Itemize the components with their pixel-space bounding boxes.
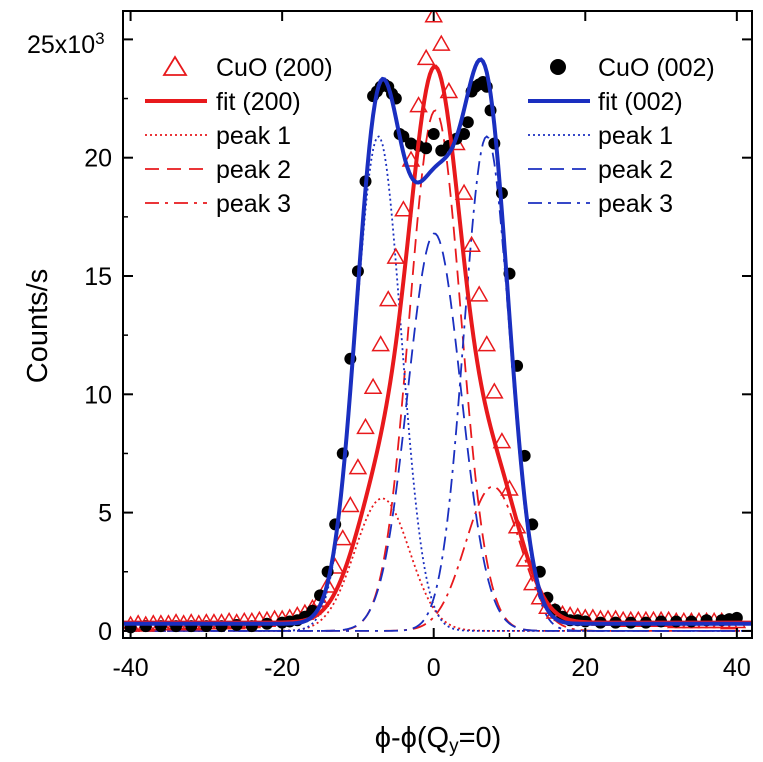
data-point-triangle xyxy=(507,517,527,534)
x-axis-title-main: ϕ-ϕ(Q xyxy=(375,722,449,754)
legend: CuO (200) fit (200) peak 1 peak 2 peak 3 CuO … xyxy=(145,54,715,218)
legend-label-left-4: peak 3 xyxy=(216,190,291,218)
data-point-triangle xyxy=(462,235,481,252)
data-point-triangle xyxy=(371,335,390,352)
x-tick-label: -20 xyxy=(264,654,300,682)
data-point-circle xyxy=(461,116,474,129)
data-point-circle xyxy=(458,128,471,141)
data-point-triangle xyxy=(416,48,436,66)
y-axis-title: Counts/s xyxy=(22,269,54,383)
y-tick-label: 5 xyxy=(98,500,112,528)
data-point-triangle xyxy=(341,495,360,513)
data-point-triangle xyxy=(431,34,451,51)
data-point-triangle xyxy=(356,417,375,435)
component-curve-002-dashed xyxy=(123,232,752,632)
x-tick-label: -40 xyxy=(113,654,149,682)
x-axis-title: ϕ-ϕ(Qy=0) xyxy=(375,722,502,757)
data-point-circle xyxy=(427,128,440,141)
x-tick-label: 0 xyxy=(427,654,441,682)
data-point-triangle xyxy=(318,576,337,593)
data-point-triangle xyxy=(477,335,497,352)
fit-curve-002 xyxy=(123,57,752,626)
y-tick-label: 10 xyxy=(84,381,112,409)
legend-label-right-4: peak 3 xyxy=(598,190,673,218)
data-point-triangle xyxy=(386,247,406,264)
data-point-triangle xyxy=(454,183,474,200)
data-point-triangle xyxy=(333,529,353,546)
axes: -40 -20 0 20 40 0 5 10 15 20 xyxy=(84,11,752,682)
legend-label-left-3: peak 2 xyxy=(216,156,291,184)
legend-label-right-0: CuO (002) xyxy=(598,54,715,82)
plot-content xyxy=(123,11,752,634)
component-curve-200-dashed xyxy=(123,109,752,632)
data-point-triangle xyxy=(363,377,383,394)
data-point-triangle xyxy=(394,200,413,217)
legend-label-right-3: peak 2 xyxy=(598,156,673,184)
legend-symbol-left-0 xyxy=(162,55,188,76)
legend-label-left-2: peak 1 xyxy=(216,122,291,150)
legend-symbol-right-0 xyxy=(550,59,566,75)
data-point-triangle xyxy=(469,285,489,302)
data-point-triangle xyxy=(424,11,444,23)
component-curve-002-dashdot xyxy=(123,135,752,632)
y-tick-label: 15 xyxy=(84,263,112,291)
x-axis-title-subscript: y xyxy=(449,736,459,757)
y-tick-label: 0 xyxy=(98,618,112,646)
component-curve-200-dashdot xyxy=(123,485,752,632)
y-top-tick-exponent: 3 xyxy=(95,29,104,48)
y-top-tick-mantissa: 25x10 xyxy=(27,31,95,59)
data-point-circle xyxy=(420,142,433,155)
x-axis-title-tail: =0) xyxy=(459,722,502,754)
y-tick-label: 20 xyxy=(84,145,112,173)
data-point-triangle xyxy=(492,432,512,449)
data-point-triangle xyxy=(378,290,398,307)
plot-frame xyxy=(122,10,753,639)
x-tick-label: 20 xyxy=(571,654,599,682)
legend-label-left-1: fit (200) xyxy=(216,88,301,116)
y-top-tick-label: 25x103 xyxy=(27,29,105,59)
legend-label-right-2: peak 1 xyxy=(598,122,673,150)
legend-label-right-1: fit (002) xyxy=(598,88,683,116)
x-tick-label: 40 xyxy=(723,654,751,682)
data-point-triangle xyxy=(485,382,504,399)
data-point-triangle xyxy=(348,458,368,475)
legend-label-left-0: CuO (200) xyxy=(216,54,333,82)
